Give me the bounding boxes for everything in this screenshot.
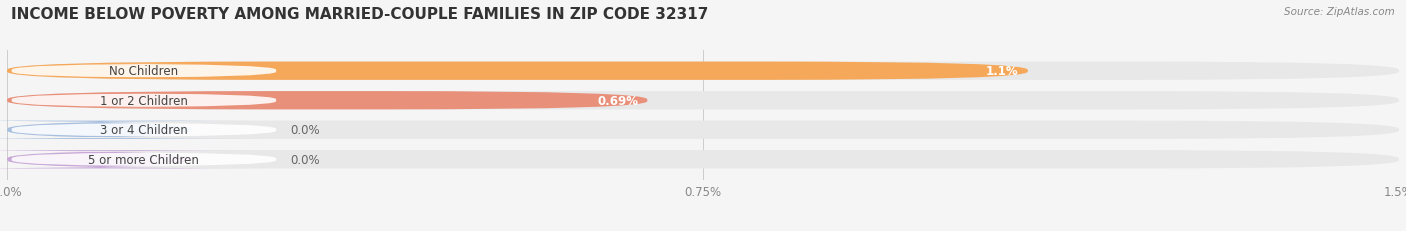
- Text: INCOME BELOW POVERTY AMONG MARRIED-COUPLE FAMILIES IN ZIP CODE 32317: INCOME BELOW POVERTY AMONG MARRIED-COUPL…: [11, 7, 709, 22]
- FancyBboxPatch shape: [7, 62, 1028, 81]
- FancyBboxPatch shape: [7, 150, 1399, 169]
- Text: No Children: No Children: [110, 65, 179, 78]
- FancyBboxPatch shape: [0, 150, 267, 169]
- FancyBboxPatch shape: [7, 62, 1399, 81]
- Text: 5 or more Children: 5 or more Children: [89, 153, 200, 166]
- FancyBboxPatch shape: [0, 121, 267, 139]
- FancyBboxPatch shape: [11, 65, 276, 78]
- Text: 0.0%: 0.0%: [290, 124, 319, 137]
- Text: 0.69%: 0.69%: [598, 94, 638, 107]
- FancyBboxPatch shape: [7, 92, 647, 110]
- FancyBboxPatch shape: [11, 153, 276, 166]
- Text: Source: ZipAtlas.com: Source: ZipAtlas.com: [1284, 7, 1395, 17]
- FancyBboxPatch shape: [11, 123, 276, 137]
- Text: 0.0%: 0.0%: [290, 153, 319, 166]
- Text: 3 or 4 Children: 3 or 4 Children: [100, 124, 188, 137]
- Text: 1 or 2 Children: 1 or 2 Children: [100, 94, 188, 107]
- FancyBboxPatch shape: [7, 121, 1399, 139]
- FancyBboxPatch shape: [7, 92, 1399, 110]
- FancyBboxPatch shape: [11, 94, 276, 108]
- Text: 1.1%: 1.1%: [986, 65, 1018, 78]
